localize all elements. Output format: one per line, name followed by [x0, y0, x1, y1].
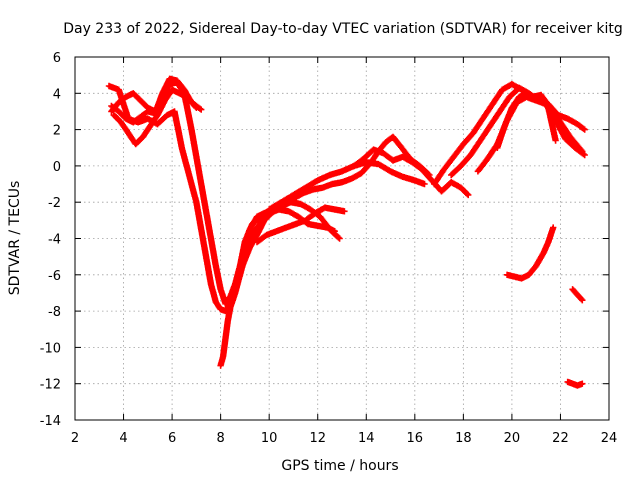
data-points-track-7 [253, 204, 348, 246]
y-axis-label: SDTVAR / TECUs [7, 181, 23, 296]
x-tick-label: 12 [309, 431, 326, 446]
y-tick-label: 2 [53, 124, 61, 139]
series-track-4 [110, 86, 205, 148]
data-points-track-14 [503, 224, 557, 282]
y-tick-label: 4 [53, 87, 61, 102]
y-tick-label: -6 [48, 269, 61, 284]
tick-layer: 2 4 6 8 10 12 14 16 18 20 22 246420-2-4-6-8-10-12-1… [40, 51, 618, 446]
x-tick-label: 4 [119, 431, 127, 446]
data-layer [105, 75, 588, 389]
data-points-track-13 [494, 90, 559, 151]
data-points-track-4 [110, 86, 205, 148]
x-axis-label: GPS time / hours [281, 458, 398, 474]
x-tick-label: 14 [358, 431, 375, 446]
data-points-track-16 [564, 378, 586, 389]
y-tick-label: 0 [53, 160, 61, 175]
series-track-16 [564, 378, 586, 389]
y-tick-label: 6 [53, 51, 61, 66]
y-tick-label: -10 [40, 341, 61, 356]
series-track-14 [503, 224, 557, 282]
data-points-track-15 [569, 286, 586, 304]
series-track-13 [494, 90, 559, 151]
chart-title: Day 233 of 2022, Sidereal Day-to-day VTE… [63, 21, 623, 37]
y-tick-label: -12 [40, 378, 61, 393]
x-tick-label: 2 [71, 431, 79, 446]
x-tick-label: 24 [601, 431, 618, 446]
x-tick-label: 8 [216, 431, 224, 446]
y-tick-label: -4 [48, 233, 61, 248]
x-tick-label: 16 [407, 431, 424, 446]
y-tick-label: -14 [40, 414, 61, 429]
x-tick-label: 6 [168, 431, 176, 446]
y-tick-label: -8 [48, 305, 61, 320]
series-track-15 [569, 286, 586, 304]
x-tick-label: 10 [261, 431, 278, 446]
x-tick-label: 20 [504, 431, 521, 446]
x-tick-label: 18 [455, 431, 472, 446]
series-track-7 [253, 204, 348, 246]
y-tick-label: -2 [48, 196, 61, 211]
x-tick-label: 22 [552, 431, 569, 446]
grid-layer [75, 57, 609, 420]
